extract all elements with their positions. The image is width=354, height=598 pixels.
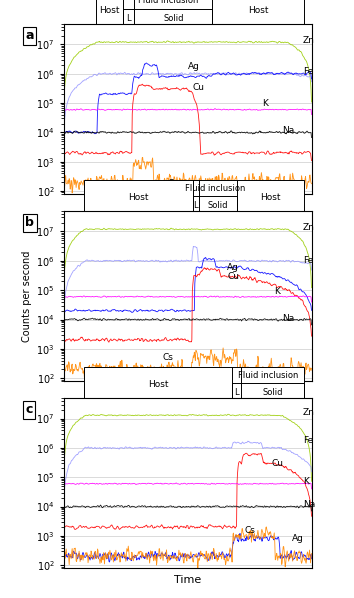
Text: Ag: Ag	[188, 62, 200, 71]
Text: Zn: Zn	[303, 408, 315, 417]
Text: a: a	[25, 29, 34, 42]
Text: L: L	[126, 14, 131, 23]
Text: Fe: Fe	[303, 257, 313, 266]
Text: Host: Host	[248, 5, 268, 14]
Text: Fluid inclusion: Fluid inclusion	[238, 371, 298, 380]
Text: Zn: Zn	[303, 222, 315, 231]
Text: Cs: Cs	[168, 179, 179, 188]
Y-axis label: Counts per second: Counts per second	[22, 251, 32, 341]
Text: K: K	[303, 477, 309, 486]
Text: c: c	[25, 403, 33, 416]
Text: Zn: Zn	[303, 36, 315, 45]
Bar	[232, 383, 304, 398]
Text: Cs: Cs	[245, 526, 256, 535]
Text: Ag: Ag	[292, 534, 304, 543]
Text: Na: Na	[282, 126, 294, 135]
Text: Solid: Solid	[163, 14, 184, 23]
Text: K: K	[274, 287, 280, 296]
Text: Cu: Cu	[193, 83, 205, 91]
Bar	[84, 181, 304, 211]
Text: Na: Na	[282, 314, 294, 323]
Text: Fluid inclusion: Fluid inclusion	[185, 184, 245, 193]
Text: Solid: Solid	[208, 201, 228, 210]
Text: Cu: Cu	[272, 459, 284, 468]
Text: L: L	[234, 388, 239, 397]
Text: K: K	[262, 99, 268, 108]
Text: Cu: Cu	[227, 271, 239, 280]
Text: Ag: Ag	[227, 263, 239, 272]
Text: Host: Host	[128, 193, 148, 202]
Bar	[84, 367, 304, 398]
Text: b: b	[25, 216, 34, 229]
Text: Host: Host	[261, 193, 281, 202]
Bar	[96, 0, 304, 24]
Text: Solid: Solid	[262, 388, 283, 397]
Text: Host: Host	[148, 380, 168, 389]
Bar	[123, 8, 212, 24]
Text: Fluid inclusion: Fluid inclusion	[138, 0, 198, 5]
Text: Host: Host	[99, 5, 120, 14]
Text: Fe: Fe	[303, 436, 313, 445]
Text: Time: Time	[174, 575, 201, 585]
Text: Cs: Cs	[163, 353, 174, 362]
Bar	[193, 196, 237, 211]
Text: Fe: Fe	[303, 67, 313, 76]
Text: L: L	[193, 201, 198, 210]
Text: Na: Na	[303, 500, 315, 509]
